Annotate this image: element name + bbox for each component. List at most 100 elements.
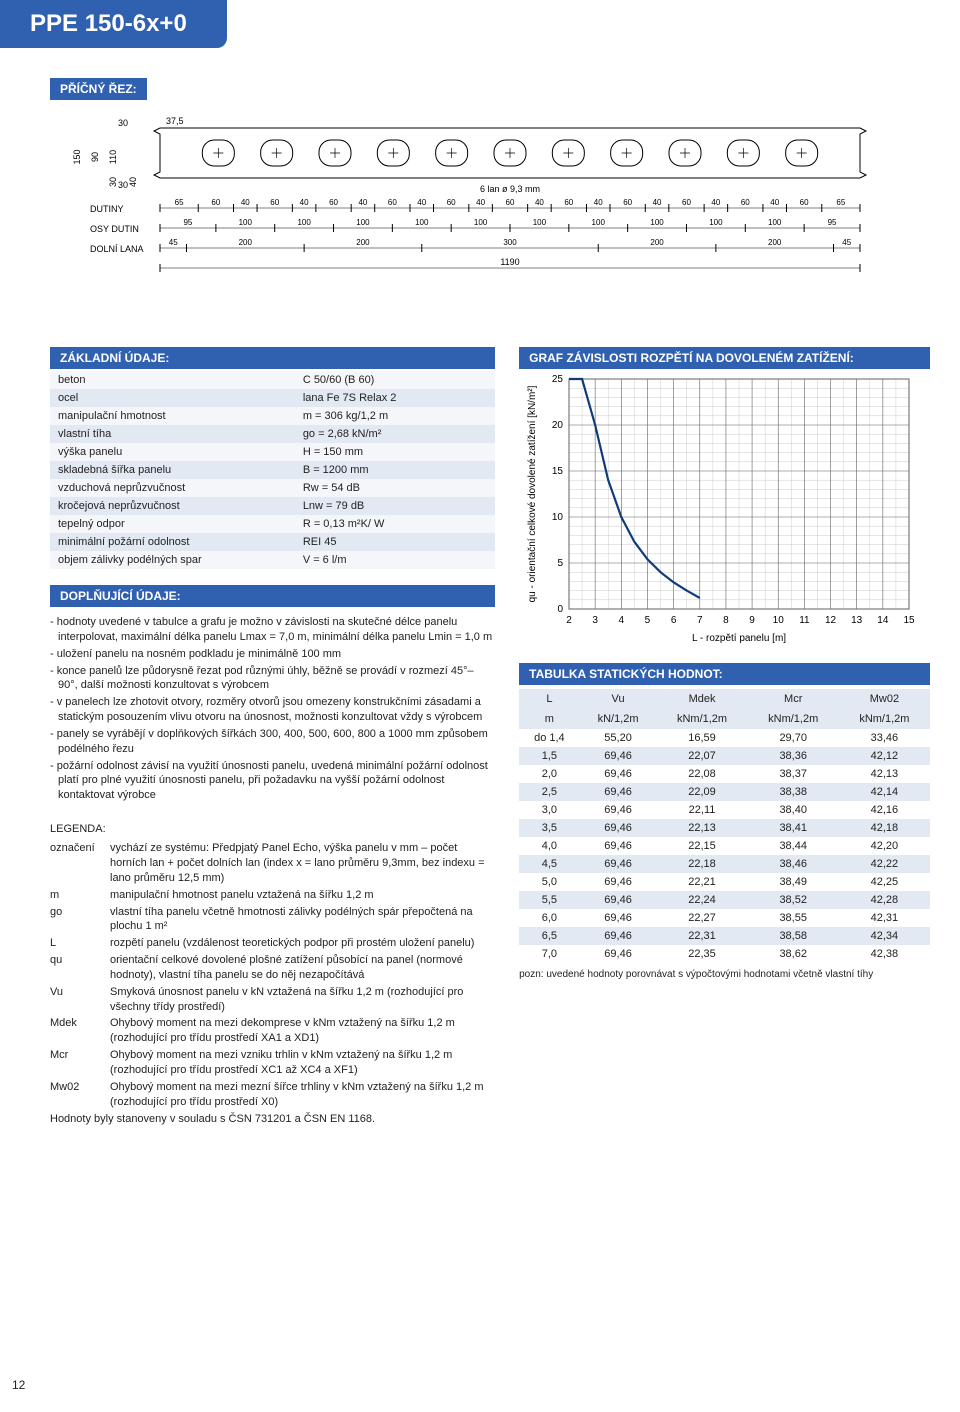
svg-text:40: 40 (300, 198, 309, 207)
svg-text:40: 40 (358, 198, 367, 207)
svg-text:6: 6 (671, 615, 677, 626)
legend-symbol: L (50, 936, 104, 951)
svg-text:60: 60 (211, 198, 220, 207)
svg-text:12: 12 (825, 615, 837, 626)
svg-text:60: 60 (623, 198, 632, 207)
page-number: 12 (12, 1378, 25, 1392)
cell: 42,22 (839, 855, 930, 873)
basic-data-table: betonC 50/60 (B 60)ocellana Fe 7S Relax … (50, 371, 495, 569)
cell: 69,46 (580, 873, 657, 891)
prop-value: V = 6 l/m (295, 551, 495, 569)
prop-value: B = 1200 mm (295, 461, 495, 479)
svg-text:200: 200 (356, 238, 370, 247)
legend-footer: Hodnoty byly stanoveny v souladu s ČSN 7… (50, 1113, 495, 1125)
col-unit: m (519, 709, 580, 729)
svg-text:45: 45 (169, 238, 178, 247)
cell: 22,09 (656, 783, 747, 801)
legend-symbol: Mw02 (50, 1080, 104, 1110)
col-header: Vu (580, 689, 657, 709)
prop-value: m = 306 kg/1,2 m (295, 407, 495, 425)
svg-text:DUTINY: DUTINY (90, 204, 124, 214)
col-unit: kNm/1,2m (839, 709, 930, 729)
legend-symbol: Mcr (50, 1048, 104, 1078)
cell: 38,58 (748, 927, 839, 945)
legend-desc: vychází ze systému: Předpjatý Panel Echo… (110, 841, 495, 886)
svg-text:100: 100 (356, 218, 370, 227)
cell: 38,37 (748, 765, 839, 783)
svg-text:60: 60 (388, 198, 397, 207)
legend-desc: manipulační hmotnost panelu vztažená na … (110, 888, 495, 903)
cell: 3,5 (519, 819, 580, 837)
svg-text:90: 90 (90, 152, 100, 162)
cell: 69,46 (580, 801, 657, 819)
cell: 69,46 (580, 945, 657, 963)
svg-text:10: 10 (552, 512, 564, 523)
page-title: PPE 150-6x+0 (0, 0, 227, 48)
heading-static: TABULKA STATICKÝCH HODNOT: (519, 663, 930, 685)
legend-symbol: m (50, 888, 104, 903)
cell: 22,35 (656, 945, 747, 963)
svg-text:5: 5 (558, 558, 564, 569)
svg-text:100: 100 (768, 218, 782, 227)
col-header: L (519, 689, 580, 709)
cell: 5,5 (519, 891, 580, 909)
svg-text:40: 40 (535, 198, 544, 207)
legend-symbol: označení (50, 841, 104, 886)
col-header: Mw02 (839, 689, 930, 709)
legend-desc: Ohybový moment na mezi vzniku trhlin v k… (110, 1048, 495, 1078)
svg-text:8: 8 (723, 615, 729, 626)
cell: 42,12 (839, 747, 930, 765)
svg-text:95: 95 (828, 218, 837, 227)
prop-label: výška panelu (50, 443, 295, 461)
cell: 29,70 (748, 729, 839, 747)
supplementary-item: - hodnoty uvedené v tabulce a grafu je m… (50, 615, 495, 645)
cell: 38,49 (748, 873, 839, 891)
supplementary-item: - v panelech lze zhotovit otvory, rozměr… (50, 695, 495, 725)
heading-supplementary: DOPLŇUJÍCÍ ÚDAJE: (50, 585, 495, 607)
prop-label: tepelný odpor (50, 515, 295, 533)
svg-text:60: 60 (270, 198, 279, 207)
legend-heading: LEGENDA: (50, 823, 495, 835)
cell: 38,46 (748, 855, 839, 873)
svg-text:L - rozpětí panelu [m]: L - rozpětí panelu [m] (692, 633, 786, 644)
cell: 5,0 (519, 873, 580, 891)
prop-value: lana Fe 7S Relax 2 (295, 389, 495, 407)
legend-symbol: Vu (50, 985, 104, 1015)
cell: 22,24 (656, 891, 747, 909)
cell: 22,15 (656, 837, 747, 855)
chart: 234567891011121314150510152025L - rozpět… (519, 369, 930, 649)
cell: 6,5 (519, 927, 580, 945)
legend-symbol: go (50, 905, 104, 935)
svg-text:100: 100 (592, 218, 606, 227)
static-footnote: pozn: uvedené hodnoty porovnávat s výpoč… (519, 969, 930, 980)
legend-desc: Ohybový moment na mezi dekomprese v kNm … (110, 1016, 495, 1046)
svg-text:60: 60 (564, 198, 573, 207)
svg-text:40: 40 (653, 198, 662, 207)
static-values-table: LVuMdekMcrMw02mkN/1,2mkNm/1,2mkNm/1,2mkN… (519, 689, 930, 963)
svg-text:20: 20 (552, 420, 564, 431)
svg-text:2: 2 (566, 615, 572, 626)
prop-label: objem zálivky podélných spar (50, 551, 295, 569)
cell: 69,46 (580, 765, 657, 783)
svg-text:qu - orientační celkové dovole: qu - orientační celkové dovolené zatížen… (527, 385, 538, 602)
svg-text:100: 100 (474, 218, 488, 227)
prop-label: kročejová neprůzvučnost (50, 497, 295, 515)
svg-text:200: 200 (239, 238, 253, 247)
prop-value: go = 2,68 kN/m² (295, 425, 495, 443)
supplementary-item: - požární odolnost závisí na využití úno… (50, 759, 495, 804)
cell: 22,11 (656, 801, 747, 819)
cell: 69,46 (580, 891, 657, 909)
cell: 42,38 (839, 945, 930, 963)
svg-text:30: 30 (118, 118, 128, 128)
svg-text:200: 200 (650, 238, 664, 247)
svg-text:60: 60 (682, 198, 691, 207)
prop-label: beton (50, 371, 295, 389)
cell: do 1,4 (519, 729, 580, 747)
cell: 42,28 (839, 891, 930, 909)
svg-text:15: 15 (552, 466, 564, 477)
cell: 69,46 (580, 837, 657, 855)
prop-value: Rw = 54 dB (295, 479, 495, 497)
svg-text:65: 65 (836, 198, 845, 207)
supplementary-item: - panely se vyrábějí v doplňkových šířká… (50, 727, 495, 757)
cell: 38,38 (748, 783, 839, 801)
